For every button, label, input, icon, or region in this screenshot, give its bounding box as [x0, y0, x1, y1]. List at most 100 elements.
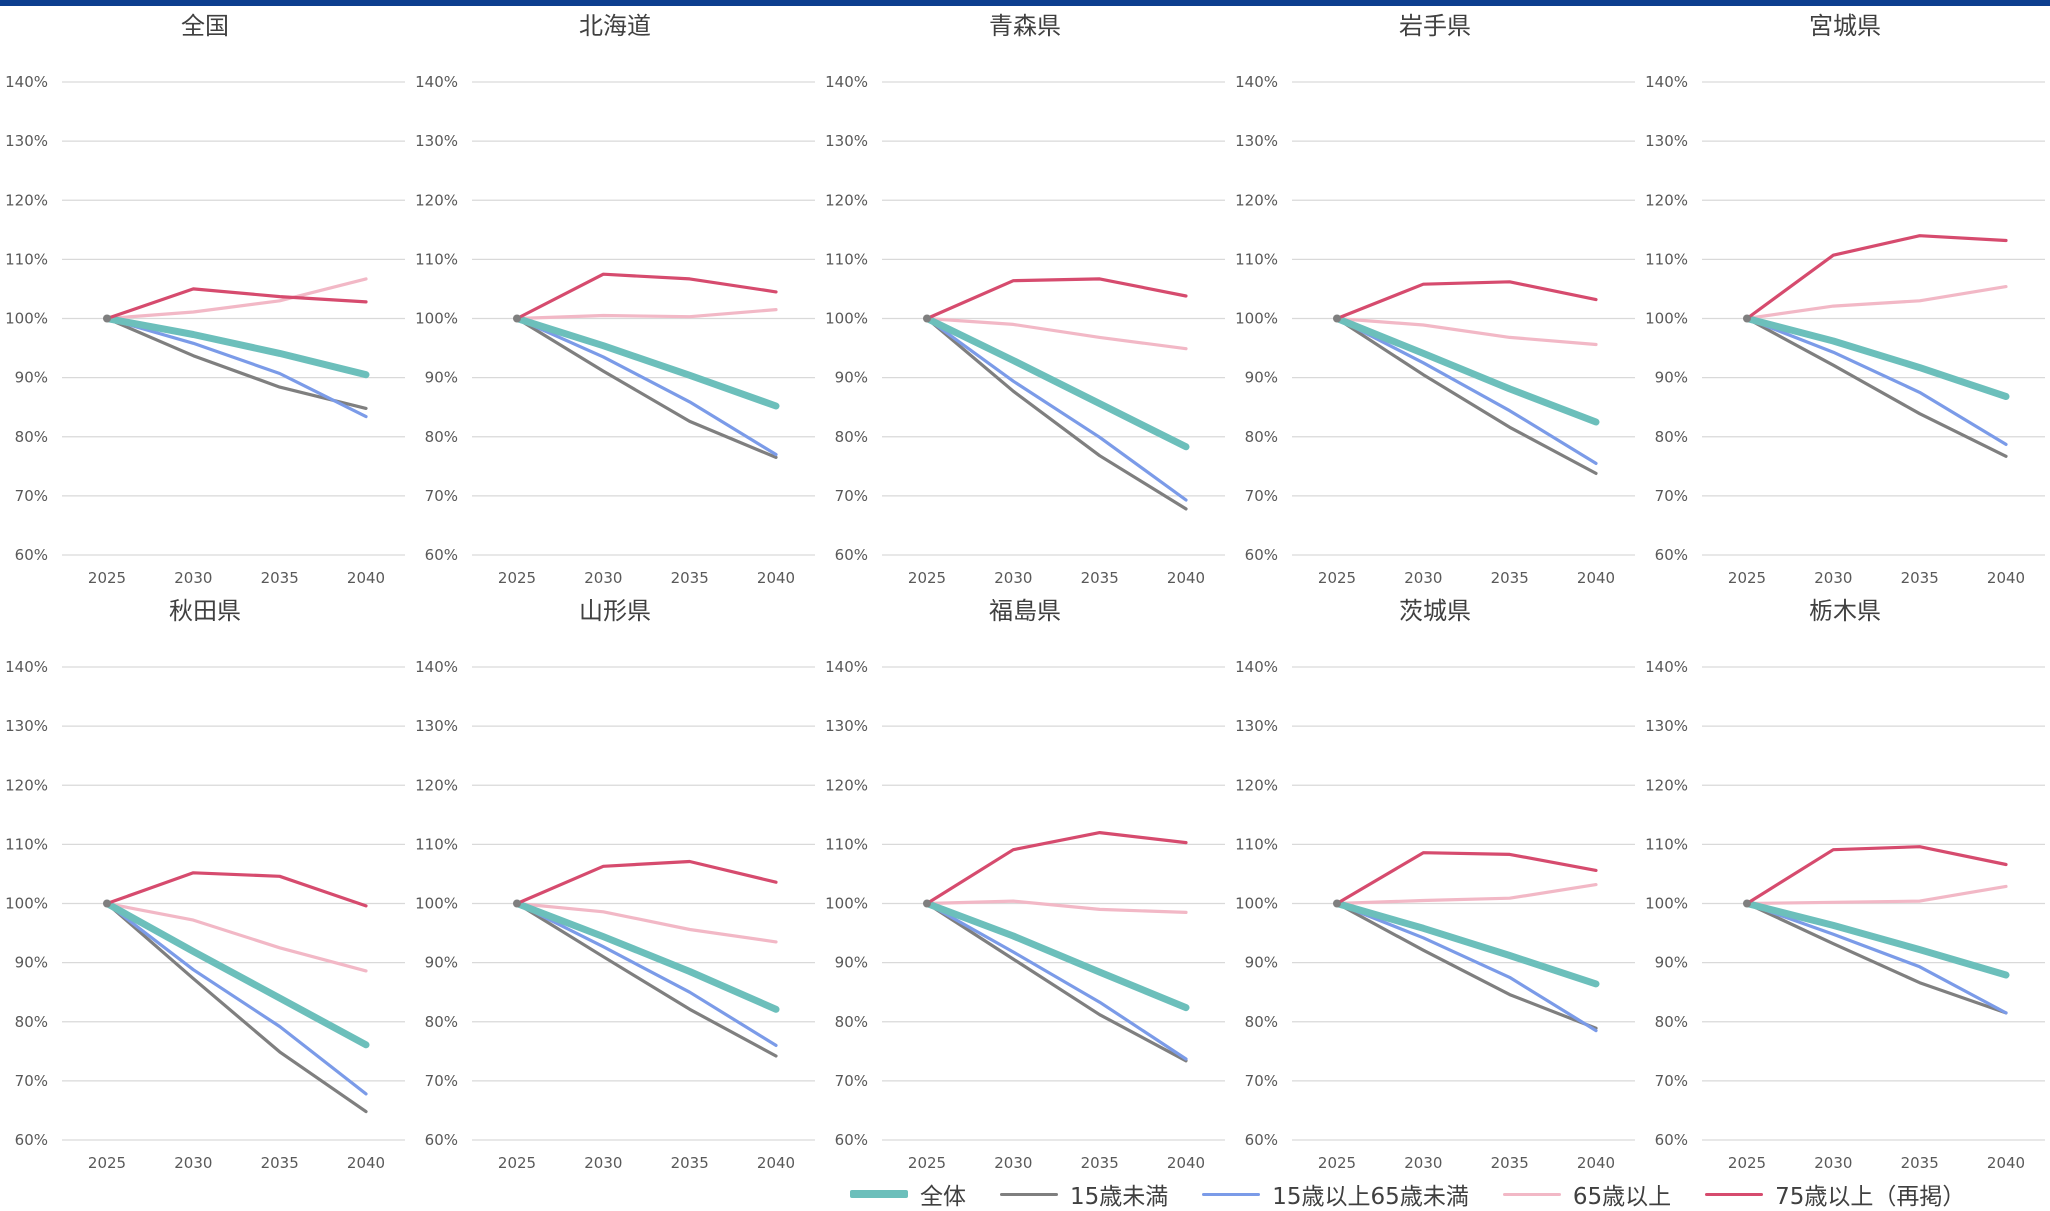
y-tick-label: 80%	[1245, 428, 1278, 446]
y-tick-label: 90%	[1245, 369, 1278, 387]
start-marker	[923, 315, 931, 323]
y-tick-label: 110%	[5, 835, 48, 853]
y-tick-label: 130%	[1645, 717, 1688, 735]
legend-label: 全体	[920, 1177, 966, 1211]
series-line-75plus	[1747, 847, 2006, 904]
x-tick-label: 2035	[671, 569, 709, 585]
x-tick-label: 2035	[261, 569, 299, 585]
legend-item-65plus: 65歳以上	[1503, 1177, 1671, 1211]
series-line-total	[1337, 319, 1596, 423]
x-tick-label: 2035	[1901, 1154, 1939, 1170]
x-tick-label: 2030	[1404, 1154, 1442, 1170]
x-tick-label: 2025	[88, 569, 126, 585]
y-tick-label: 120%	[1235, 191, 1278, 209]
y-tick-label: 70%	[425, 487, 458, 505]
y-tick-label: 90%	[1655, 954, 1688, 972]
x-tick-label: 2025	[1728, 1154, 1766, 1170]
y-tick-label: 60%	[1655, 546, 1688, 564]
series-line-75plus	[927, 279, 1186, 319]
series-line-under15	[1747, 319, 2006, 457]
y-tick-label: 100%	[5, 895, 48, 913]
x-tick-label: 2035	[1081, 1154, 1119, 1170]
series-line-total	[927, 319, 1186, 447]
y-tick-label: 140%	[1235, 73, 1278, 91]
y-tick-label: 140%	[5, 658, 48, 676]
y-tick-label: 60%	[425, 546, 458, 564]
x-tick-label: 2025	[908, 1154, 946, 1170]
y-tick-label: 60%	[15, 1131, 48, 1149]
series-line-65plus	[1747, 886, 2006, 903]
series-line-total	[517, 319, 776, 407]
y-tick-label: 70%	[15, 487, 48, 505]
y-tick-label: 90%	[1245, 954, 1278, 972]
x-tick-label: 2040	[1987, 569, 2025, 585]
series-line-15to64	[107, 904, 366, 1094]
x-tick-label: 2035	[1491, 569, 1529, 585]
y-tick-label: 60%	[835, 1131, 868, 1149]
y-tick-label: 110%	[1645, 250, 1688, 268]
series-line-75plus	[1337, 282, 1596, 319]
x-tick-label: 2025	[498, 1154, 536, 1170]
y-tick-label: 70%	[425, 1072, 458, 1090]
y-tick-label: 100%	[1235, 310, 1278, 328]
series-line-65plus	[517, 310, 776, 319]
series-line-75plus	[1747, 236, 2006, 319]
x-tick-label: 2040	[1167, 1154, 1205, 1170]
y-tick-label: 80%	[15, 428, 48, 446]
legend-item-15to64: 15歳以上65歳未満	[1202, 1177, 1469, 1211]
series-line-15to64	[517, 904, 776, 1046]
y-tick-label: 60%	[1245, 546, 1278, 564]
series-line-total	[1747, 319, 2006, 397]
series-line-75plus	[517, 862, 776, 904]
y-tick-label: 120%	[1645, 776, 1688, 794]
y-tick-label: 100%	[1235, 895, 1278, 913]
series-line-65plus	[1337, 885, 1596, 904]
start-marker	[103, 315, 111, 323]
x-tick-label: 2035	[1081, 569, 1119, 585]
series-line-under15	[1747, 904, 2006, 1013]
y-tick-label: 120%	[5, 191, 48, 209]
y-tick-label: 140%	[1235, 658, 1278, 676]
series-line-under15	[1337, 904, 1596, 1029]
y-tick-label: 110%	[415, 250, 458, 268]
y-tick-label: 130%	[5, 132, 48, 150]
y-tick-label: 70%	[835, 487, 868, 505]
y-tick-label: 100%	[825, 310, 868, 328]
y-tick-label: 140%	[825, 73, 868, 91]
y-tick-label: 130%	[825, 717, 868, 735]
legend-label: 15歳以上65歳未満	[1272, 1177, 1469, 1211]
legend-swatch	[1705, 1193, 1763, 1196]
y-tick-label: 120%	[415, 776, 458, 794]
start-marker	[1333, 900, 1341, 908]
x-tick-label: 2040	[1167, 569, 1205, 585]
legend-label: 65歳以上	[1573, 1177, 1671, 1211]
y-tick-label: 120%	[825, 191, 868, 209]
y-tick-label: 60%	[835, 546, 868, 564]
legend-swatch	[1000, 1193, 1058, 1196]
x-tick-label: 2040	[1577, 569, 1615, 585]
y-tick-label: 100%	[1645, 895, 1688, 913]
series-line-75plus	[1337, 853, 1596, 904]
x-tick-label: 2040	[1577, 1154, 1615, 1170]
x-tick-label: 2040	[757, 1154, 795, 1170]
x-tick-label: 2040	[347, 569, 385, 585]
series-line-15to64	[927, 904, 1186, 1060]
y-tick-label: 90%	[835, 369, 868, 387]
x-tick-label: 2025	[1318, 569, 1356, 585]
series-line-15to64	[517, 319, 776, 455]
x-tick-label: 2025	[88, 1154, 126, 1170]
x-tick-label: 2030	[1814, 1154, 1852, 1170]
y-tick-label: 130%	[825, 132, 868, 150]
x-tick-label: 2025	[1728, 569, 1766, 585]
